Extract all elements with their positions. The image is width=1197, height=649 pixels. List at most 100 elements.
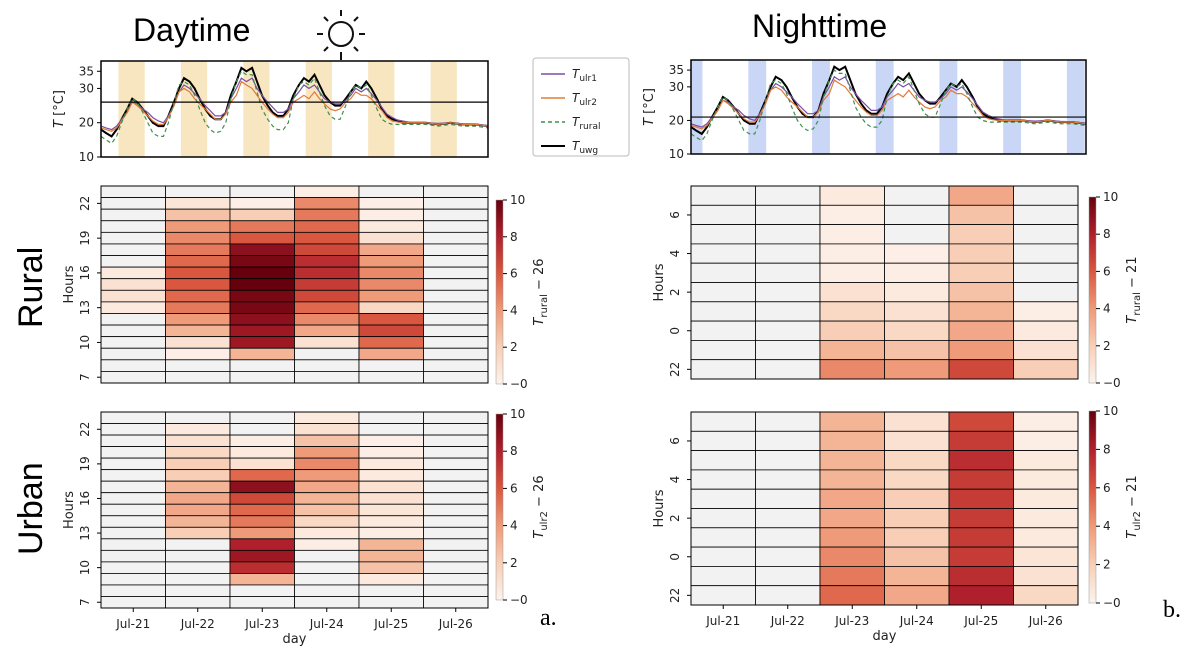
heatmap-cell [358,313,424,326]
heatmap-cell [294,549,360,563]
heatmap-cell [358,434,424,447]
heatmap-cell [755,204,821,226]
x-axis-label: day [873,629,897,644]
heatmap-frame [690,411,1079,606]
heatmap-cell [948,411,1014,432]
heatmap-cell [755,508,821,529]
heatmap-cell [948,566,1014,587]
heatmap-cell [294,324,360,338]
heatmap-cell [100,549,166,563]
colorbar-tick-label: 8 [510,444,518,458]
heatmap-cell [229,278,295,291]
heatmap-cell [100,313,166,326]
heatmap-cell [229,359,295,372]
y-tick-label: 2 [668,514,682,522]
heatmap-cell [1013,450,1079,471]
heatmap-cell [294,371,360,384]
heatmap-cell [100,492,166,505]
heatmap-cell [165,313,231,326]
heatmap-cell [229,596,295,609]
heatmap-cell [100,359,166,372]
heatmap-nighttime-rural: 6 4 2 0 22 Hours −0 2 4 6 8 10 Trural − 21 [652,185,1143,390]
heatmap-cell [358,336,424,349]
heatmap-cell [100,278,166,291]
heatmap-cell [229,515,295,528]
sun-icon [317,10,365,60]
heatmap-cell [884,411,950,432]
heatmap-cell [165,231,231,245]
heatmap-cell [294,561,360,574]
heatmap-cell [690,450,756,471]
heatmap-cell [819,430,885,451]
heatmap-cell [165,411,231,424]
heatmap-nighttime-urban: 6 4 2 0 22 Hours Jul-21 Jul-22 Jul-23 Jul-24 Jul-2… [652,404,1143,644]
heatmap-cell [690,469,756,490]
y-axis-label: T [°C] [642,88,657,126]
heatmap-cell [1013,488,1079,509]
heatmap-cell [1013,185,1079,206]
colorbar [495,199,504,385]
heatmap-cell [1013,585,1079,606]
heatmap-cell [884,320,950,341]
heatmap-cell [165,347,231,361]
y-tick-label: 0 [668,553,682,561]
heatmap-cell [100,596,166,609]
heatmap-cell [229,457,295,471]
heatmap-cell [294,526,360,540]
series-line-t-ulr1 [100,77,489,131]
heatmap-cell [884,488,950,509]
colorbar [495,413,504,601]
y-tick-label: 20 [669,113,684,127]
heatmap-cell [755,301,821,322]
heatmap-cell [229,423,295,436]
heatmap-cell [165,573,231,586]
colorbar-tick-label: 2 [1103,339,1111,353]
heatmap-cell [229,584,295,597]
heatmap-cell [884,508,950,529]
heatmap-cell [229,526,295,540]
heatmap-cell [165,243,231,256]
heatmap-cell [100,371,166,384]
heatmap-cell [294,220,360,233]
heatmap-cell [294,197,360,210]
heatmap-cell [229,446,295,459]
heatmap-cell [948,262,1014,283]
y-tick-label: 0 [668,327,682,335]
heatmap-cell [165,185,231,198]
heatmap-cell [690,243,756,264]
y-tick-label: 4 [668,476,682,484]
heatmap-cell [884,566,950,587]
heatmap-cell [229,561,295,574]
heatmap-cell [423,446,489,459]
heatmap-cell [948,224,1014,245]
y-tick-label: 4 [668,250,682,258]
heatmap-cell [358,278,424,291]
heatmap-cell [229,503,295,517]
heatmap-cell [100,220,166,233]
heatmap-cell [229,347,295,361]
heatmap-cell [229,538,295,551]
heatmap-cell [294,336,360,349]
heatmap-cell [690,320,756,341]
heatmap-cell [165,457,231,471]
y-tick-label: 7 [78,373,92,381]
heatmap-cell [358,220,424,233]
heatmap-cell [229,469,295,482]
heatmap-cell [165,336,231,349]
colorbar-tick-label: 2 [1103,558,1111,572]
heatmap-cell [884,527,950,548]
heatmap-cell [423,278,489,291]
heatmap-cell [165,515,231,528]
heatmap-cell [165,324,231,338]
heatmap-cell [294,480,360,494]
y-axis-label: Hours [62,491,77,529]
heatmap-cell [358,480,424,494]
heatmap-cell [358,446,424,459]
heatmap-cell [294,255,360,268]
moon-icon [942,10,974,51]
heatmap-cell [948,282,1014,303]
heatmap-cell [229,411,295,424]
colorbar-tick-label: 6 [510,267,518,281]
series-line-t-rural [100,70,489,145]
nighttime-temperature-chart: 10 20 30 35 T [°C] [642,59,1087,161]
